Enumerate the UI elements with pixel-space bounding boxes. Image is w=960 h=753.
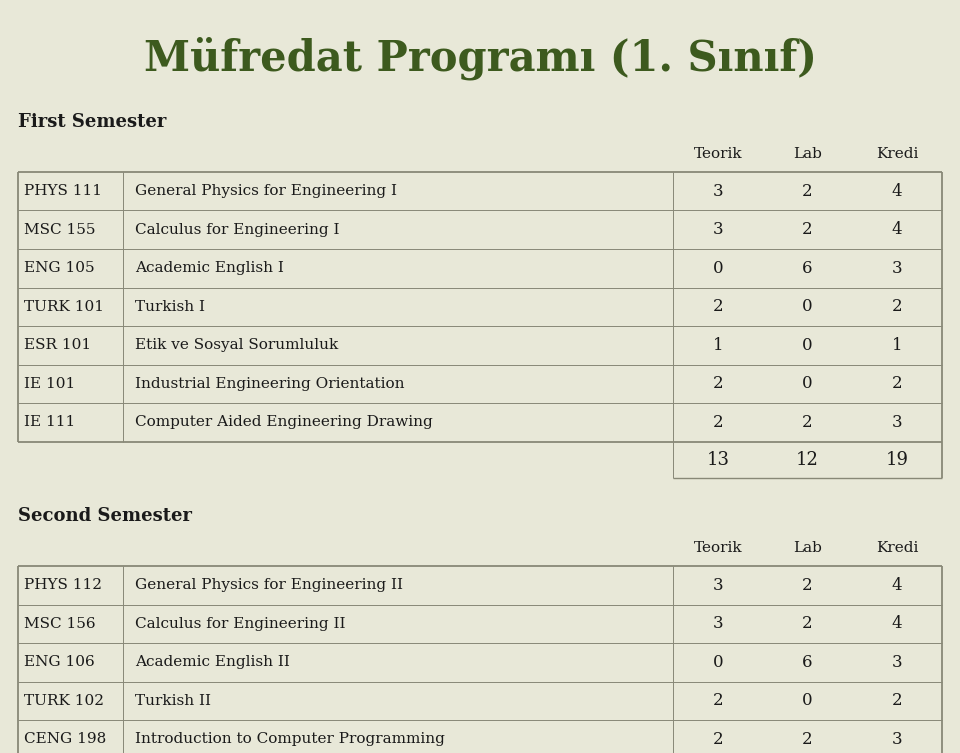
Text: Etik ve Sosyal Sorumluluk: Etik ve Sosyal Sorumluluk xyxy=(135,338,338,352)
Text: 3: 3 xyxy=(892,731,902,748)
Text: 19: 19 xyxy=(886,451,909,469)
Text: Müfredat Programı (1. Sınıf): Müfredat Programı (1. Sınıf) xyxy=(143,36,817,80)
Text: MSC 156: MSC 156 xyxy=(24,617,96,631)
Text: 6: 6 xyxy=(803,260,813,277)
Text: ESR 101: ESR 101 xyxy=(24,338,91,352)
Text: Turkish II: Turkish II xyxy=(135,694,211,708)
Text: Lab: Lab xyxy=(793,541,822,555)
Text: Industrial Engineering Orientation: Industrial Engineering Orientation xyxy=(135,376,404,391)
Text: Introduction to Computer Programming: Introduction to Computer Programming xyxy=(135,733,444,746)
Text: 2: 2 xyxy=(803,183,813,200)
Text: 1: 1 xyxy=(712,337,723,354)
Text: 2: 2 xyxy=(803,615,813,633)
Text: 2: 2 xyxy=(712,413,723,431)
Text: Teorik: Teorik xyxy=(693,541,742,555)
Text: Kredi: Kredi xyxy=(876,541,919,555)
Text: CENG 198: CENG 198 xyxy=(24,733,107,746)
Text: 2: 2 xyxy=(892,375,902,392)
Text: Calculus for Engineering II: Calculus for Engineering II xyxy=(135,617,346,631)
Text: 3: 3 xyxy=(712,577,723,594)
Text: 2: 2 xyxy=(803,577,813,594)
Text: 0: 0 xyxy=(803,337,813,354)
Text: 4: 4 xyxy=(892,183,902,200)
Text: 3: 3 xyxy=(892,413,902,431)
Text: General Physics for Engineering I: General Physics for Engineering I xyxy=(135,184,397,198)
Text: 3: 3 xyxy=(712,221,723,238)
Text: 2: 2 xyxy=(803,731,813,748)
Text: 13: 13 xyxy=(707,451,730,469)
Text: 0: 0 xyxy=(803,375,813,392)
Text: Academic English I: Academic English I xyxy=(135,261,284,276)
Text: Turkish I: Turkish I xyxy=(135,300,205,314)
Text: 2: 2 xyxy=(803,221,813,238)
Text: First Semester: First Semester xyxy=(18,113,166,131)
Text: 4: 4 xyxy=(892,577,902,594)
Text: Teorik: Teorik xyxy=(693,147,742,161)
Text: 4: 4 xyxy=(892,221,902,238)
Text: 3: 3 xyxy=(892,654,902,671)
Text: IE 111: IE 111 xyxy=(24,415,75,429)
Text: Academic English II: Academic English II xyxy=(135,655,290,669)
Text: 3: 3 xyxy=(892,260,902,277)
Text: 2: 2 xyxy=(803,413,813,431)
Text: 1: 1 xyxy=(892,337,902,354)
Text: Kredi: Kredi xyxy=(876,147,919,161)
Text: ENG 105: ENG 105 xyxy=(24,261,95,276)
Text: 0: 0 xyxy=(712,654,723,671)
Text: 2: 2 xyxy=(712,731,723,748)
Text: 2: 2 xyxy=(712,692,723,709)
Text: Second Semester: Second Semester xyxy=(18,507,192,525)
Text: 0: 0 xyxy=(803,298,813,316)
Text: 3: 3 xyxy=(712,183,723,200)
Text: PHYS 111: PHYS 111 xyxy=(24,184,102,198)
Text: PHYS 112: PHYS 112 xyxy=(24,578,102,593)
Text: MSC 155: MSC 155 xyxy=(24,223,95,236)
Text: TURK 102: TURK 102 xyxy=(24,694,104,708)
Text: 0: 0 xyxy=(712,260,723,277)
Text: Computer Aided Engineering Drawing: Computer Aided Engineering Drawing xyxy=(135,415,433,429)
Text: IE 101: IE 101 xyxy=(24,376,75,391)
Text: 2: 2 xyxy=(712,298,723,316)
Text: Lab: Lab xyxy=(793,147,822,161)
Text: Calculus for Engineering I: Calculus for Engineering I xyxy=(135,223,340,236)
Text: 2: 2 xyxy=(712,375,723,392)
Text: 0: 0 xyxy=(803,692,813,709)
Text: 12: 12 xyxy=(796,451,819,469)
Text: General Physics for Engineering II: General Physics for Engineering II xyxy=(135,578,403,593)
Text: 2: 2 xyxy=(892,692,902,709)
Text: 6: 6 xyxy=(803,654,813,671)
Text: 2: 2 xyxy=(892,298,902,316)
Text: 4: 4 xyxy=(892,615,902,633)
Text: ENG 106: ENG 106 xyxy=(24,655,95,669)
Text: TURK 101: TURK 101 xyxy=(24,300,104,314)
Text: 3: 3 xyxy=(712,615,723,633)
